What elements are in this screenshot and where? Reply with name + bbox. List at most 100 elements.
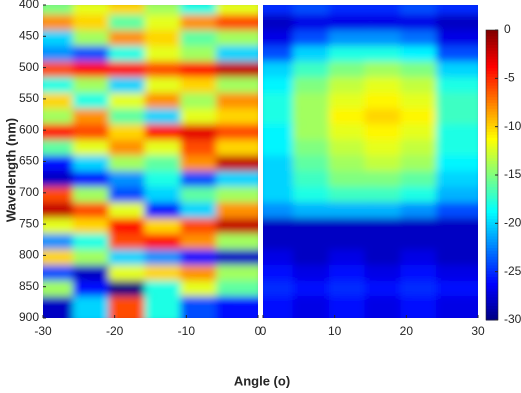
colorbar-step — [486, 241, 498, 246]
colorbar-step — [486, 244, 498, 248]
colorbar-step — [486, 259, 498, 263]
colorbar-step — [486, 256, 498, 260]
colorbar-step — [486, 47, 498, 51]
y-tick-label: 750 — [19, 216, 39, 230]
colorbar-step — [486, 140, 498, 144]
heatmap-cell — [216, 296, 258, 318]
colorbar-step — [486, 238, 498, 243]
colorbar-step — [486, 250, 498, 254]
colorbar-step — [486, 218, 498, 222]
x-axis-label: Angle (o) — [234, 373, 290, 388]
colorbar-tick-label: 0 — [504, 22, 511, 36]
colorbar-step — [486, 160, 498, 164]
x-tick-label: 0 — [260, 324, 267, 338]
y-tick-label: 800 — [19, 248, 39, 262]
colorbar-step — [486, 209, 498, 214]
colorbar-step — [486, 177, 498, 182]
colorbar-step — [486, 206, 498, 211]
heatmap — [263, 5, 478, 318]
colorbar-step — [486, 70, 498, 74]
colorbar-step — [486, 76, 498, 80]
x-tick-label: 30 — [471, 324, 485, 338]
colorbar-step — [486, 41, 498, 45]
x-tick-label: -20 — [106, 324, 124, 338]
colorbar-step — [486, 201, 498, 205]
colorbar-step — [486, 314, 498, 318]
colorbar-step — [486, 264, 498, 269]
colorbar-step — [486, 293, 498, 298]
colorbar-step — [486, 90, 498, 95]
colorbar-step — [486, 137, 498, 141]
colorbar-step — [486, 30, 498, 34]
colorbar-step — [486, 99, 498, 103]
colorbar-step — [486, 183, 498, 188]
y-tick-label: 450 — [19, 28, 39, 42]
colorbar-step — [486, 53, 498, 57]
colorbar-step — [486, 172, 498, 176]
y-tick-label: 600 — [19, 122, 39, 136]
colorbar-step — [486, 119, 498, 124]
y-axis-label: Wavelength (nm) — [3, 118, 18, 222]
colorbar-step — [486, 79, 498, 83]
colorbar-step — [486, 253, 498, 257]
x-tick-label: -10 — [178, 324, 196, 338]
colorbar-step — [486, 73, 498, 77]
colorbar-step — [486, 157, 498, 161]
colorbar-step — [486, 288, 498, 292]
colorbar-step — [486, 102, 498, 106]
y-tick-label: 700 — [19, 185, 39, 199]
colorbar-tick-label: -5 — [504, 71, 515, 85]
colorbar-step — [486, 59, 498, 63]
colorbar-step — [486, 198, 498, 202]
colorbar-tick-label: -25 — [504, 264, 521, 278]
colorbar — [486, 30, 498, 321]
colorbar-step — [486, 85, 498, 89]
colorbar-step — [486, 247, 498, 251]
colorbar-step — [486, 267, 498, 272]
colorbar-step — [486, 93, 498, 98]
y-tick-label: 850 — [19, 279, 39, 293]
colorbar-step — [486, 215, 498, 219]
colorbar-step — [486, 114, 498, 118]
colorbar-step — [486, 105, 498, 109]
colorbar-step — [486, 122, 498, 127]
colorbar-step — [486, 166, 498, 170]
colorbar-tick-label: -15 — [504, 167, 521, 181]
colorbar-step — [486, 64, 498, 69]
colorbar-step — [486, 148, 498, 153]
colorbar-step — [486, 111, 498, 115]
x-tick-label: 20 — [400, 324, 414, 338]
colorbar-step — [486, 279, 498, 283]
x-tick-label: 10 — [328, 324, 342, 338]
colorbar-step — [486, 151, 498, 156]
colorbar-step — [486, 35, 498, 40]
colorbar-step — [486, 163, 498, 167]
colorbar-step — [486, 67, 498, 72]
colorbar-step — [486, 235, 498, 240]
colorbar-step — [486, 317, 498, 321]
colorbar-step — [486, 291, 498, 295]
colorbar-step — [486, 189, 498, 193]
colorbar-step — [486, 88, 498, 92]
colorbar-step — [486, 299, 498, 304]
colorbar-step — [486, 311, 498, 315]
colorbar-step — [486, 143, 498, 147]
colorbar-step — [486, 186, 498, 190]
colorbar-step — [486, 285, 498, 289]
x-tick-label: -30 — [34, 324, 52, 338]
plot-area — [263, 5, 478, 318]
heatmap-cell — [436, 296, 478, 318]
colorbar-step — [486, 50, 498, 54]
y-tick-label: 900 — [19, 310, 39, 324]
colorbar-step — [486, 224, 498, 228]
y-tick-label: 650 — [19, 154, 39, 168]
colorbar-step — [486, 195, 498, 199]
colorbar-step — [486, 273, 498, 277]
heatmap — [43, 5, 258, 318]
colorbar-step — [486, 169, 498, 173]
y-tick-label: 550 — [19, 91, 39, 105]
colorbar-step — [486, 180, 498, 185]
colorbar-step — [486, 108, 498, 112]
colorbar-step — [486, 230, 498, 234]
